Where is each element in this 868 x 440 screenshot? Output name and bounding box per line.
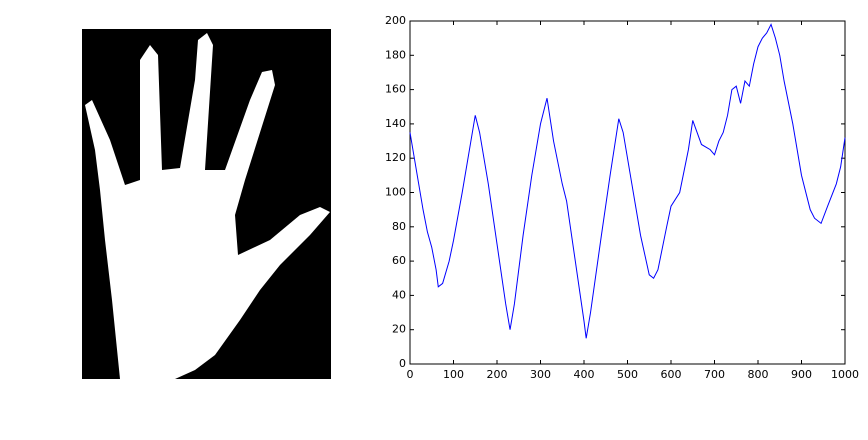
x-tick-label: 400 [574,368,595,381]
y-tick-label: 60 [392,254,406,267]
y-tick-label: 140 [385,117,406,130]
x-tick-label: 300 [530,368,551,381]
y-tick-label: 160 [385,83,406,96]
y-tick-label: 100 [385,186,406,199]
y-tick-label: 40 [392,288,406,301]
x-tick-label: 800 [748,368,769,381]
axes-box [409,20,846,365]
data-line [409,23,846,339]
x-tick-label: 0 [407,368,414,381]
y-tick-label: 0 [399,357,406,370]
hand-silhouette [85,33,330,379]
x-tick-label: 600 [661,368,682,381]
x-tick-label: 1000 [831,368,859,381]
y-tick-label: 120 [385,151,406,164]
x-tick-label: 700 [704,368,725,381]
y-tick-label: 200 [385,14,406,27]
y-tick-label: 80 [392,220,406,233]
y-tick-label: 20 [392,323,406,336]
x-tick-label: 500 [617,368,638,381]
x-tick-label: 100 [443,368,464,381]
x-tick-label: 200 [487,368,508,381]
x-tick-label: 900 [791,368,812,381]
y-tick-label: 180 [385,48,406,61]
